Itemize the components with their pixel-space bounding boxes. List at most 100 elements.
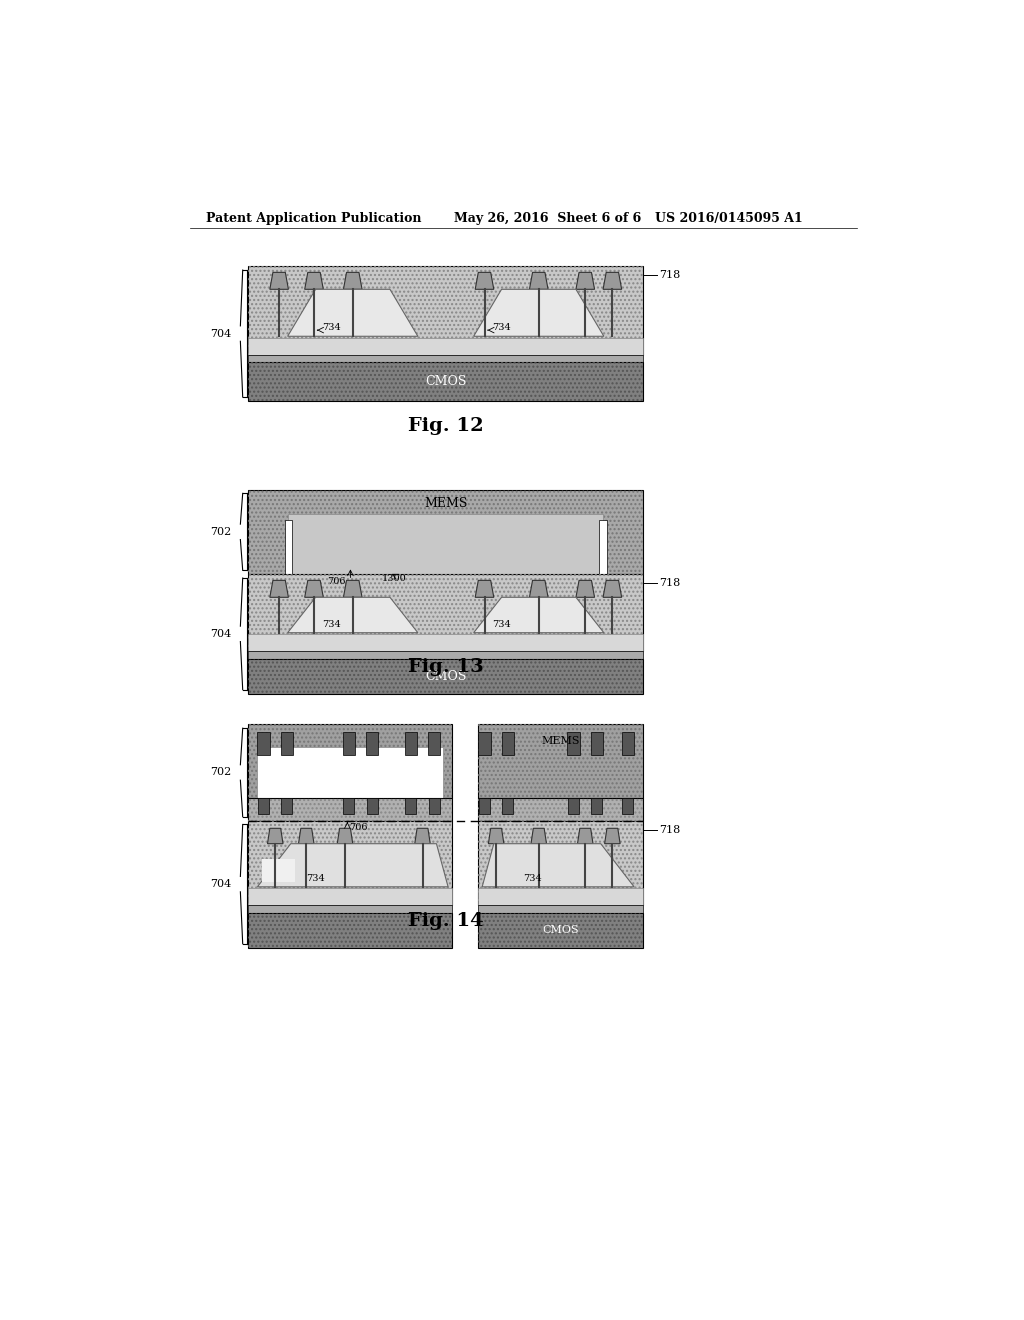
Polygon shape (270, 272, 289, 289)
Polygon shape (299, 829, 314, 843)
Polygon shape (270, 581, 289, 598)
FancyBboxPatch shape (248, 490, 643, 574)
FancyBboxPatch shape (285, 520, 292, 574)
FancyBboxPatch shape (248, 574, 643, 651)
Text: 706: 706 (328, 577, 346, 586)
Polygon shape (604, 829, 621, 843)
FancyBboxPatch shape (343, 797, 354, 814)
FancyBboxPatch shape (343, 733, 355, 755)
FancyBboxPatch shape (248, 635, 643, 651)
Polygon shape (529, 272, 548, 289)
FancyBboxPatch shape (248, 797, 452, 821)
Text: CMOS: CMOS (425, 669, 467, 682)
Polygon shape (575, 272, 595, 289)
FancyBboxPatch shape (591, 733, 603, 755)
FancyBboxPatch shape (248, 267, 643, 355)
FancyBboxPatch shape (406, 797, 417, 814)
FancyBboxPatch shape (248, 888, 452, 906)
FancyBboxPatch shape (567, 733, 580, 755)
FancyBboxPatch shape (568, 797, 579, 814)
Polygon shape (603, 581, 622, 598)
Text: 734: 734 (523, 874, 542, 883)
Text: Fig. 12: Fig. 12 (408, 417, 483, 436)
FancyBboxPatch shape (257, 733, 270, 755)
Text: 734: 734 (493, 620, 511, 628)
FancyBboxPatch shape (248, 725, 452, 797)
Polygon shape (488, 829, 504, 843)
Polygon shape (343, 581, 362, 598)
FancyBboxPatch shape (478, 797, 643, 821)
Text: 718: 718 (658, 825, 680, 834)
FancyBboxPatch shape (478, 725, 643, 797)
FancyBboxPatch shape (257, 747, 442, 797)
FancyBboxPatch shape (478, 821, 643, 906)
FancyBboxPatch shape (439, 821, 445, 836)
Polygon shape (288, 289, 418, 337)
Polygon shape (343, 272, 362, 289)
FancyBboxPatch shape (481, 821, 487, 836)
Text: 734: 734 (306, 874, 325, 883)
Polygon shape (474, 289, 604, 337)
Text: 734: 734 (322, 620, 341, 628)
Text: 704: 704 (210, 628, 231, 639)
Text: 718: 718 (658, 271, 680, 280)
FancyBboxPatch shape (478, 906, 643, 913)
Polygon shape (575, 581, 595, 598)
FancyBboxPatch shape (248, 363, 643, 401)
FancyBboxPatch shape (254, 821, 260, 836)
FancyBboxPatch shape (623, 797, 633, 814)
Text: CMOS: CMOS (543, 925, 580, 936)
Text: MEMS: MEMS (424, 496, 467, 510)
FancyBboxPatch shape (248, 651, 643, 659)
Polygon shape (529, 581, 548, 598)
FancyBboxPatch shape (248, 355, 643, 363)
Text: 734: 734 (322, 323, 341, 333)
Text: 718: 718 (658, 578, 680, 589)
Text: MEMS: MEMS (542, 737, 580, 746)
FancyBboxPatch shape (281, 733, 293, 755)
Polygon shape (257, 843, 449, 887)
Polygon shape (305, 272, 324, 289)
FancyBboxPatch shape (404, 733, 417, 755)
Polygon shape (531, 829, 547, 843)
Text: Fig. 14: Fig. 14 (408, 912, 483, 929)
FancyBboxPatch shape (599, 520, 607, 574)
FancyBboxPatch shape (478, 913, 643, 948)
FancyBboxPatch shape (478, 733, 490, 755)
FancyBboxPatch shape (248, 821, 452, 906)
FancyBboxPatch shape (478, 888, 643, 906)
Polygon shape (337, 829, 352, 843)
FancyBboxPatch shape (366, 733, 378, 755)
FancyBboxPatch shape (502, 733, 514, 755)
Text: 702: 702 (210, 767, 231, 777)
Text: CMOS: CMOS (425, 375, 467, 388)
FancyBboxPatch shape (248, 906, 452, 913)
Polygon shape (475, 581, 494, 598)
Polygon shape (578, 829, 593, 843)
FancyBboxPatch shape (258, 797, 269, 814)
FancyBboxPatch shape (282, 797, 292, 814)
Polygon shape (288, 598, 418, 632)
Text: May 26, 2016  Sheet 6 of 6: May 26, 2016 Sheet 6 of 6 (454, 213, 641, 224)
FancyBboxPatch shape (428, 733, 440, 755)
Polygon shape (475, 272, 494, 289)
Polygon shape (267, 829, 283, 843)
Text: 704: 704 (210, 329, 231, 338)
FancyBboxPatch shape (367, 797, 378, 814)
FancyBboxPatch shape (429, 797, 439, 814)
FancyBboxPatch shape (248, 338, 643, 355)
Polygon shape (603, 272, 622, 289)
FancyBboxPatch shape (248, 913, 452, 948)
Polygon shape (482, 843, 634, 887)
Text: 702: 702 (210, 527, 231, 537)
Text: 704: 704 (210, 879, 231, 890)
Text: 1300: 1300 (381, 574, 407, 582)
Polygon shape (305, 581, 324, 598)
FancyBboxPatch shape (289, 515, 603, 574)
FancyBboxPatch shape (262, 859, 295, 882)
Text: US 2016/0145095 A1: US 2016/0145095 A1 (655, 213, 803, 224)
FancyBboxPatch shape (592, 797, 602, 814)
FancyBboxPatch shape (634, 821, 640, 836)
FancyBboxPatch shape (503, 797, 513, 814)
Polygon shape (474, 598, 604, 632)
